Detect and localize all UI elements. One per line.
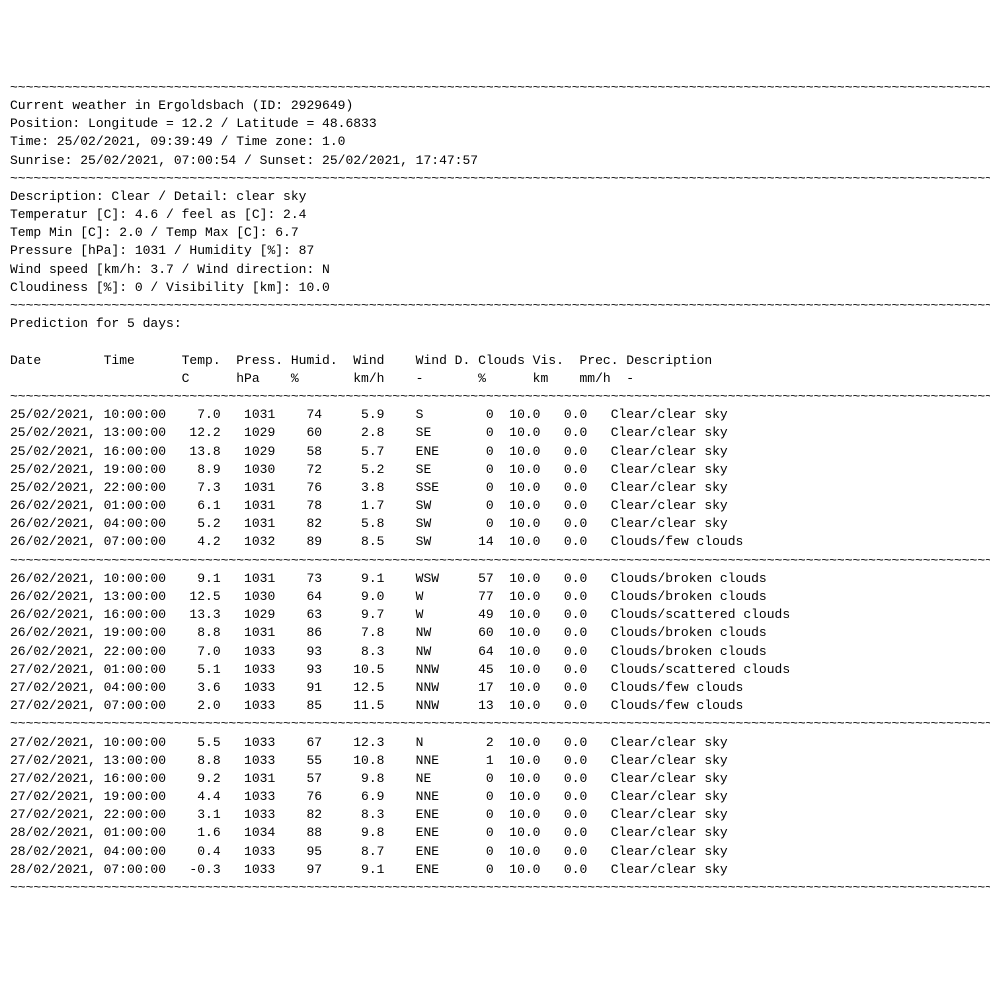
weather-report: ~~~~~~~~~~~~~~~~~~~~~~~~~~~~~~~~~~~~~~~~… [10,79,980,897]
